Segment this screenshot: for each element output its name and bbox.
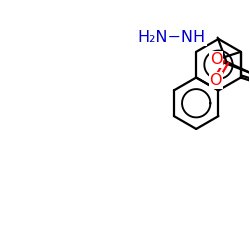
Text: H₂N−NH: H₂N−NH bbox=[138, 30, 206, 45]
Text: O: O bbox=[210, 52, 222, 67]
Text: O: O bbox=[209, 73, 222, 88]
